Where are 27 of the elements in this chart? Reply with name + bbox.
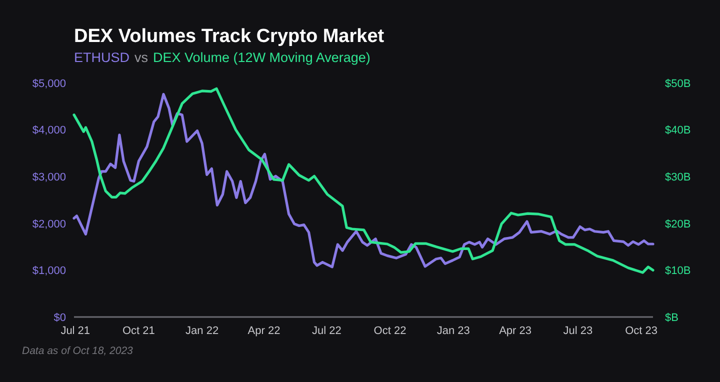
text: ETHUSD <box>74 50 130 65</box>
x-tick-label: Jul 22 <box>312 325 342 337</box>
y-tick-label: $1,000 <box>32 265 66 278</box>
x-tick-label: Oct 22 <box>374 325 406 337</box>
y-tick-label: $0 <box>54 312 66 324</box>
x-tick-label: Oct 23 <box>625 325 658 337</box>
text: Data as of Oct 18, 2023 <box>22 345 134 357</box>
x-tick-label: Jul 23 <box>563 325 593 337</box>
x-tick-label: Jan 23 <box>436 325 470 337</box>
y-tick-label: $4,000 <box>32 124 66 137</box>
x-tick-label: Apr 23 <box>499 325 532 337</box>
text: DEX Volume (12W Moving Average) <box>153 50 370 65</box>
y2-tick-label: $50B <box>665 78 691 90</box>
x-tick-label: Apr 22 <box>248 325 280 337</box>
y-tick-label: $5,000 <box>32 78 66 90</box>
chart-title: DEX Volumes Track Crypto Market <box>74 26 385 47</box>
y2-tick-label: $10B <box>665 265 691 278</box>
x-tick-label: Jul 21 <box>60 325 90 337</box>
chart-subtitle: vs <box>134 50 148 65</box>
y-tick-label: $2,000 <box>32 218 66 230</box>
y2-tick-label: $40B <box>665 124 691 137</box>
x-tick-label: Jan 22 <box>186 325 219 337</box>
y-tick-label: $3,000 <box>32 171 66 184</box>
x-tick-label: Oct 21 <box>122 325 155 337</box>
y2-tick-label: $30B <box>665 171 691 184</box>
y2-tick-label: $20B <box>665 218 691 230</box>
y2-tick-label: $B <box>665 312 678 324</box>
